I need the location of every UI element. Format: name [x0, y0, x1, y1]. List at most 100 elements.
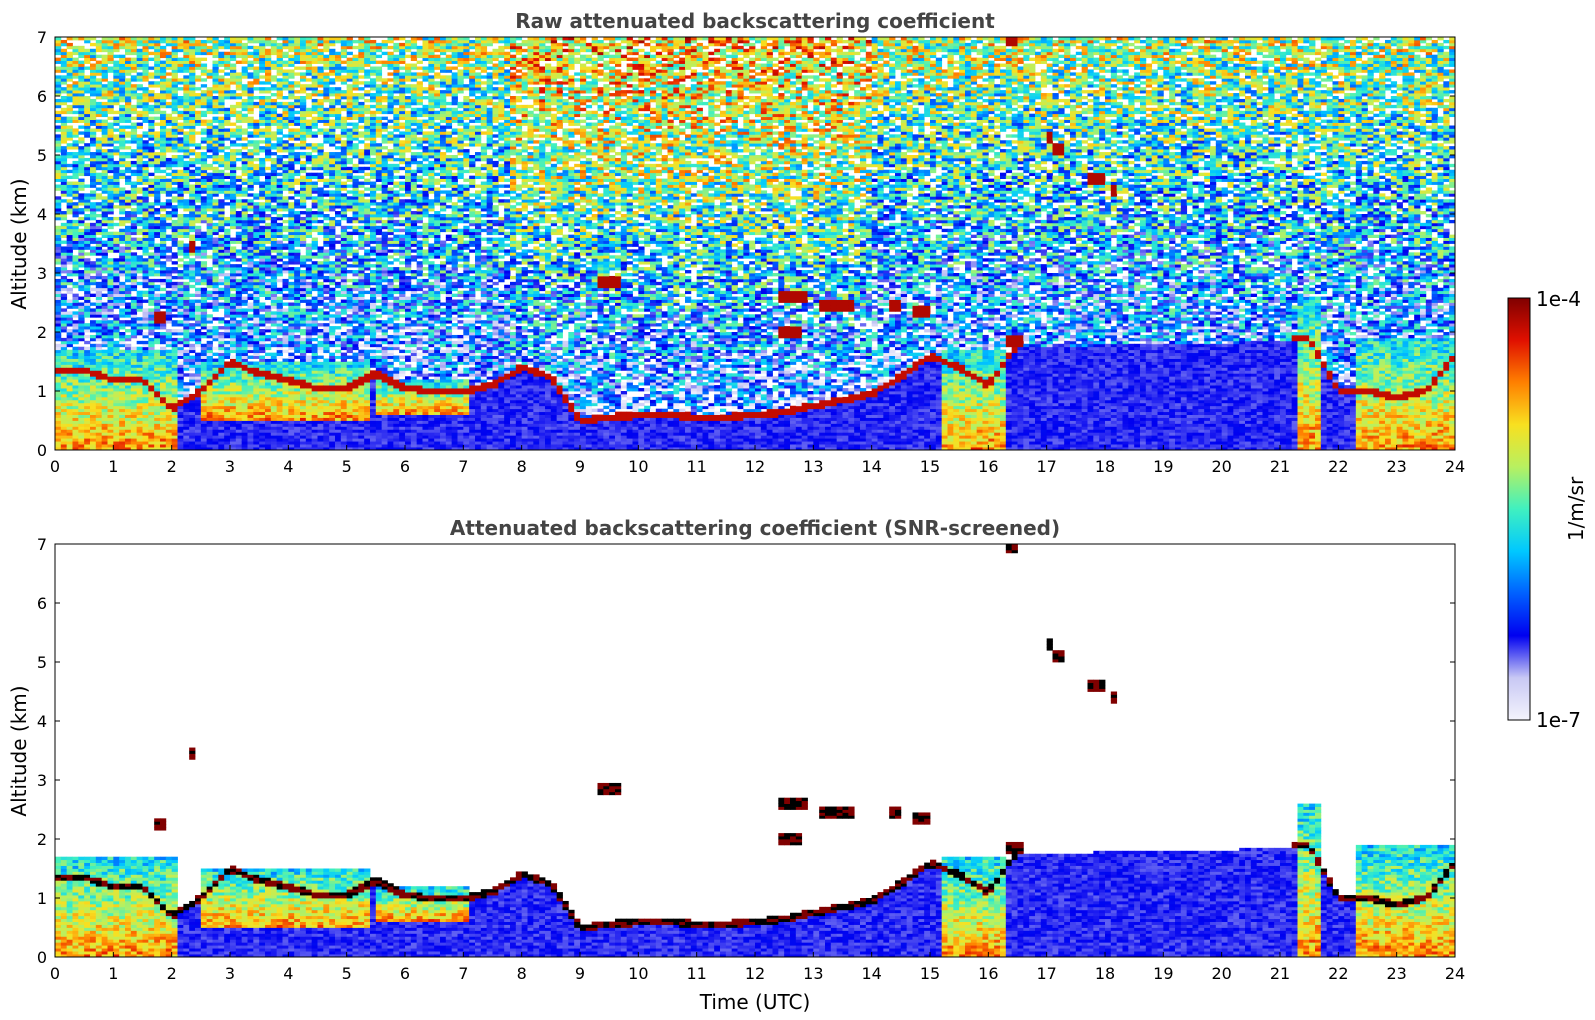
- heatmap-cell: [78, 335, 84, 338]
- heatmap-cell: [102, 391, 108, 394]
- heatmap-cell: [224, 84, 230, 87]
- heatmap-cell: [131, 199, 137, 202]
- heatmap-cell: [271, 87, 277, 90]
- heatmap-cell: [67, 288, 73, 291]
- heatmap-cell: [218, 131, 224, 134]
- heatmap-cell: [137, 267, 143, 270]
- heatmap-cell: [154, 391, 160, 394]
- heatmap-cell: [213, 64, 219, 67]
- heatmap-cell: [125, 152, 131, 155]
- heatmap-cell: [90, 102, 96, 105]
- heatmap-cell: [242, 270, 248, 273]
- heatmap-cell: [230, 246, 236, 249]
- heatmap-cell: [259, 252, 265, 255]
- heatmap-cell: [55, 291, 61, 294]
- heatmap-cell: [73, 388, 79, 391]
- heatmap-cell: [172, 364, 178, 367]
- heatmap-cell: [61, 185, 67, 188]
- heatmap-cell: [277, 43, 283, 46]
- heatmap-cell: [201, 217, 207, 220]
- heatmap-cell: [143, 421, 149, 424]
- heatmap-cell: [84, 311, 90, 314]
- heatmap-cell: [73, 99, 79, 102]
- heatmap-cell: [294, 429, 300, 432]
- heatmap-cell: [160, 223, 166, 226]
- heatmap-cell: [265, 78, 271, 81]
- heatmap-cell: [230, 418, 236, 421]
- heatmap-cell: [90, 117, 96, 120]
- heatmap-cell: [84, 52, 90, 55]
- heatmap-cell: [67, 367, 73, 370]
- heatmap-cell: [108, 223, 114, 226]
- heatmap-cell: [195, 120, 201, 123]
- heatmap-cell: [131, 362, 137, 365]
- heatmap-cell: [207, 350, 213, 353]
- heatmap-cell: [61, 214, 67, 217]
- heatmap-cell: [96, 205, 102, 208]
- heatmap-cell: [271, 182, 277, 185]
- heatmap-cell: [213, 406, 219, 409]
- heatmap-cell: [178, 291, 184, 294]
- heatmap-cell: [119, 441, 125, 444]
- heatmap-cell: [283, 317, 289, 320]
- heatmap-cell: [90, 311, 96, 314]
- heatmap-cell: [148, 193, 154, 196]
- heatmap-cell: [160, 187, 166, 190]
- heatmap-cell: [137, 137, 143, 140]
- heatmap-cell: [178, 429, 184, 432]
- heatmap-cell: [259, 320, 265, 323]
- heatmap-cell: [253, 87, 259, 90]
- heatmap-cell: [102, 255, 108, 258]
- heatmap-cell: [259, 69, 265, 72]
- heatmap-cell: [248, 199, 254, 202]
- heatmap-cell: [271, 394, 277, 397]
- heatmap-cell: [224, 43, 230, 46]
- heatmap-cell: [137, 205, 143, 208]
- heatmap-cell: [283, 282, 289, 285]
- heatmap-cell: [294, 258, 300, 261]
- heatmap-cell: [61, 120, 67, 123]
- heatmap-cell: [265, 317, 271, 320]
- heatmap-cell: [166, 364, 172, 367]
- heatmap-cell: [78, 382, 84, 385]
- heatmap-cell: [224, 305, 230, 308]
- heatmap-cell: [259, 164, 265, 167]
- heatmap-cell: [90, 241, 96, 244]
- heatmap-cell: [119, 120, 125, 123]
- heatmap-cell: [230, 400, 236, 403]
- heatmap-cell: [224, 362, 230, 365]
- heatmap-cell: [294, 270, 300, 273]
- heatmap-cell: [224, 81, 230, 84]
- heatmap-cell: [178, 432, 184, 435]
- heatmap-cell: [277, 388, 283, 391]
- heatmap-cell: [90, 403, 96, 406]
- heatmap-cell: [178, 270, 184, 273]
- heatmap-cell: [178, 67, 184, 70]
- heatmap-cell: [183, 187, 189, 190]
- heatmap-cell: [55, 403, 61, 406]
- heatmap-cell: [96, 244, 102, 247]
- heatmap-cell: [148, 58, 154, 61]
- heatmap-cell: [73, 373, 79, 376]
- heatmap-cell: [207, 279, 213, 282]
- heatmap-cell: [143, 379, 149, 382]
- heatmap-cell: [253, 75, 259, 78]
- heatmap-cell: [230, 282, 236, 285]
- heatmap-cell: [236, 152, 242, 155]
- heatmap-cell: [271, 99, 277, 102]
- heatmap-cell: [90, 164, 96, 167]
- heatmap-cell: [294, 421, 300, 424]
- heatmap-cell: [125, 400, 131, 403]
- heatmap-cell: [102, 288, 108, 291]
- heatmap-cell: [207, 96, 213, 99]
- heatmap-cell: [148, 258, 154, 261]
- heatmap-cell: [248, 40, 254, 43]
- heatmap-cell: [277, 303, 283, 306]
- heatmap-cell: [137, 415, 143, 418]
- heatmap-cell: [143, 353, 149, 356]
- heatmap-cell: [207, 37, 213, 40]
- heatmap-cell: [195, 211, 201, 214]
- heatmap-cell: [102, 444, 108, 447]
- heatmap-cell: [248, 288, 254, 291]
- heatmap-cell: [183, 394, 189, 397]
